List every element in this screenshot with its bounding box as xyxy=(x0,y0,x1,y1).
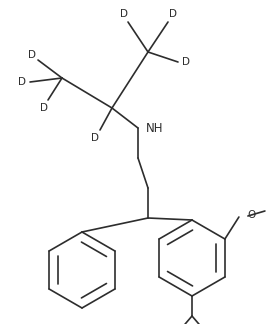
Text: D: D xyxy=(40,103,48,113)
Text: D: D xyxy=(28,50,36,60)
Text: NH: NH xyxy=(146,122,164,134)
Text: D: D xyxy=(169,9,177,19)
Text: O: O xyxy=(247,210,255,220)
Text: D: D xyxy=(182,57,190,67)
Text: D: D xyxy=(91,133,99,143)
Text: D: D xyxy=(18,77,26,87)
Text: D: D xyxy=(120,9,128,19)
